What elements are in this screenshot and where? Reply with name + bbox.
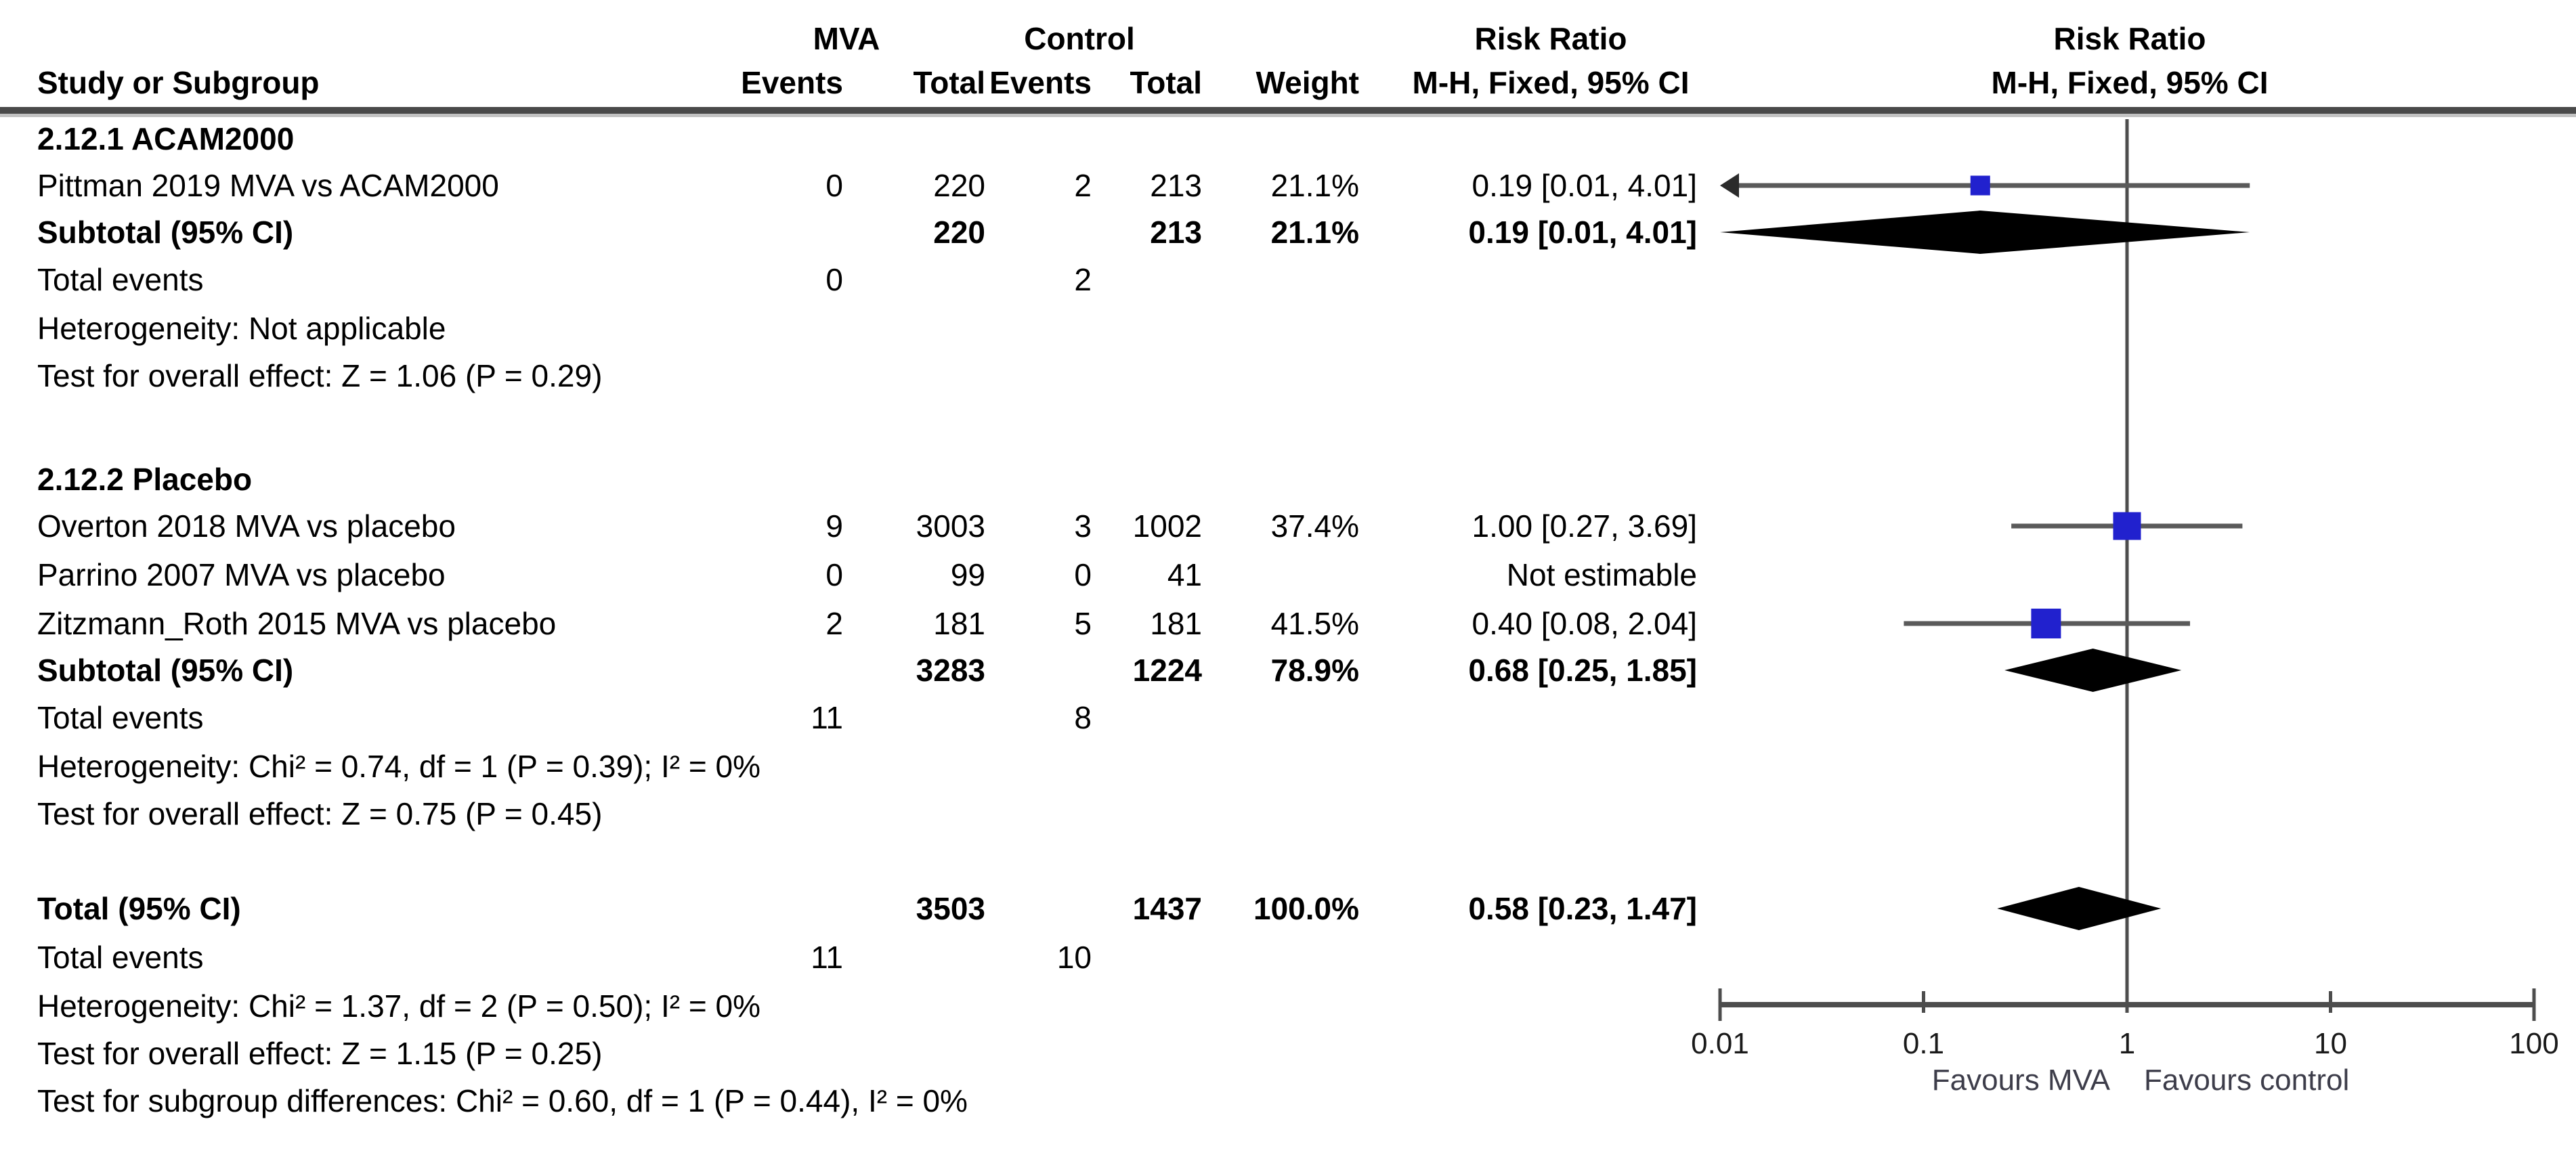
cell-total-t1: 3503 (916, 891, 985, 926)
column-group-control: Control (1024, 21, 1135, 56)
cell-st2-w: 78.9% (1270, 653, 1359, 688)
cell-total-w: 100.0% (1253, 891, 1359, 926)
cell-overton-e1: 9 (825, 508, 843, 544)
cell-het3-label: Heterogeneity: Chi² = 1.37, df = 2 (P = … (37, 988, 760, 1024)
effect-column-title: Risk Ratio (1474, 21, 1627, 56)
cell-st2-t2: 1224 (1132, 653, 1202, 688)
cell-zitzmann-e2: 5 (1074, 606, 1092, 641)
table-row-te3: Total events 11 10 (0, 940, 2576, 974)
cell-te3-label: Total events (37, 940, 204, 975)
cell-te1-label: Total events (37, 262, 204, 297)
cell-parrino-t2: 41 (1167, 557, 1202, 592)
column-header-effect-method: M-H, Fixed, 95% CI (1412, 65, 1690, 100)
cell-total-t2: 1437 (1132, 891, 1202, 926)
cell-st1-t1: 220 (933, 215, 985, 250)
cell-sgd-label: Test for subgroup differences: Chi² = 0.… (37, 1083, 968, 1118)
cell-te2-e2: 8 (1074, 700, 1092, 735)
cell-te2-e1: 11 (811, 700, 843, 735)
cell-tst1-label: Test for overall effect: Z = 1.06 (P = 0… (37, 358, 603, 393)
cell-tst2-label: Test for overall effect: Z = 0.75 (P = 0… (37, 796, 603, 831)
column-header-control-events: Events (989, 65, 1092, 100)
table-row-parrino: Parrino 2007 MVA vs placebo 0 99 0 41 Not est… (0, 558, 2576, 592)
column-header-mva-events: Events (741, 65, 843, 100)
cell-zitzmann-rr: 0.40 [0.08, 2.04] (1472, 606, 1698, 641)
cell-parrino-rr: Not estimable (1506, 557, 1697, 592)
cell-pittman-e2: 2 (1074, 168, 1092, 203)
cell-te1-e2: 2 (1074, 262, 1092, 297)
cell-zitzmann-w: 41.5% (1270, 606, 1359, 641)
header-divider-light (0, 114, 2576, 117)
cell-parrino-e1: 0 (825, 557, 843, 592)
plot-header-effect-method: M-H, Fixed, 95% CI (1991, 65, 2269, 100)
cell-st2-label: Subtotal (95% CI) (37, 653, 294, 688)
column-header-control-total: Total (1130, 65, 1202, 100)
cell-zitzmann-t1: 181 (933, 606, 985, 641)
cell-pittman-t1: 220 (933, 168, 985, 203)
cell-pittman-w: 21.1% (1270, 168, 1359, 203)
cell-te1-e1: 0 (825, 262, 843, 297)
cell-st2-rr: 0.68 [0.25, 1.85] (1468, 653, 1697, 688)
table-row-overton: Overton 2018 MVA vs placebo 9 3003 3 1002 37.… (0, 509, 2576, 543)
cell-te2-label: Total events (37, 700, 204, 735)
cell-overton-rr: 1.00 [0.27, 3.69] (1472, 508, 1698, 544)
column-header-mva-total: Total (913, 65, 985, 100)
cell-parrino-e2: 0 (1074, 557, 1092, 592)
cell-overton-e2: 3 (1074, 508, 1092, 544)
cell-te3-e2: 10 (1056, 940, 1092, 975)
cell-zitzmann-e1: 2 (825, 606, 843, 641)
cell-het1-label: Heterogeneity: Not applicable (37, 311, 446, 346)
cell-overton-t2: 1002 (1132, 508, 1202, 544)
table-row-sgd: Test for subgroup differences: Chi² = 0.… (0, 1084, 2576, 1118)
cell-te3-e1: 11 (811, 940, 843, 975)
cell-zitzmann-label: Zitzmann_Roth 2015 MVA vs placebo (37, 606, 557, 641)
table-row-tst2: Test for overall effect: Z = 0.75 (P = 0… (0, 797, 2576, 831)
plot-column-title: Risk Ratio (2053, 21, 2206, 56)
column-group-treatment: MVA (813, 21, 880, 56)
cell-het2-label: Heterogeneity: Chi² = 0.74, df = 1 (P = … (37, 749, 760, 784)
cell-overton-t1: 3003 (916, 508, 985, 544)
table-row-total: Total (95% CI) 3503 1437 100.0% 0.58 [0.23, … (0, 892, 2576, 925)
table-row-st1: Subtotal (95% CI) 220 213 21.1% 0.19 [0.01, … (0, 215, 2576, 249)
cell-st2-t1: 3283 (916, 653, 985, 688)
table-row-te1: Total events 0 2 (0, 263, 2576, 297)
cell-pittman-e1: 0 (825, 168, 843, 203)
table-row-zitzmann: Zitzmann_Roth 2015 MVA vs placebo 2 181 5 18… (0, 607, 2576, 640)
cell-st1-label: Subtotal (95% CI) (37, 215, 294, 250)
table-row-het3: Heterogeneity: Chi² = 1.37, df = 2 (P = … (0, 989, 2576, 1023)
cell-pittman-t2: 213 (1150, 168, 1202, 203)
header-divider-dark (0, 107, 2576, 114)
cell-pittman-rr: 0.19 [0.01, 4.01] (1472, 168, 1698, 203)
column-header-study: Study or Subgroup (37, 65, 320, 100)
cell-tst3-label: Test for overall effect: Z = 1.15 (P = 0… (37, 1036, 603, 1071)
table-row-het1: Heterogeneity: Not applicable (0, 311, 2576, 345)
cell-sg1-label: 2.12.1 ACAM2000 (37, 121, 295, 156)
cell-parrino-label: Parrino 2007 MVA vs placebo (37, 557, 446, 592)
table-row-tst3: Test for overall effect: Z = 1.15 (P = 0… (0, 1036, 2576, 1070)
cell-parrino-t1: 99 (950, 557, 985, 592)
cell-zitzmann-t2: 181 (1150, 606, 1202, 641)
table-row-sg1: 2.12.1 ACAM2000 (0, 122, 2576, 156)
cell-st1-w: 21.1% (1270, 215, 1359, 250)
table-row-sg2: 2.12.2 Placebo (0, 462, 2576, 496)
cell-overton-w: 37.4% (1270, 508, 1359, 544)
cell-st1-t2: 213 (1150, 215, 1202, 250)
cell-overton-label: Overton 2018 MVA vs placebo (37, 508, 456, 544)
table-row-tst1: Test for overall effect: Z = 1.06 (P = 0… (0, 359, 2576, 393)
table-row-st2: Subtotal (95% CI) 3283 1224 78.9% 0.68 [0.25… (0, 653, 2576, 687)
table-row-pittman: Pittman 2019 MVA vs ACAM2000 0 220 2 213 21.1… (0, 169, 2576, 202)
column-header-weight: Weight (1255, 65, 1359, 100)
cell-total-rr: 0.58 [0.23, 1.47] (1468, 891, 1697, 926)
cell-st1-rr: 0.19 [0.01, 4.01] (1468, 215, 1697, 250)
table-row-het2: Heterogeneity: Chi² = 0.74, df = 1 (P = … (0, 749, 2576, 783)
table-row-te2: Total events 11 8 (0, 701, 2576, 735)
cell-total-label: Total (95% CI) (37, 891, 241, 926)
cell-sg2-label: 2.12.2 Placebo (37, 462, 253, 497)
cell-pittman-label: Pittman 2019 MVA vs ACAM2000 (37, 168, 499, 203)
